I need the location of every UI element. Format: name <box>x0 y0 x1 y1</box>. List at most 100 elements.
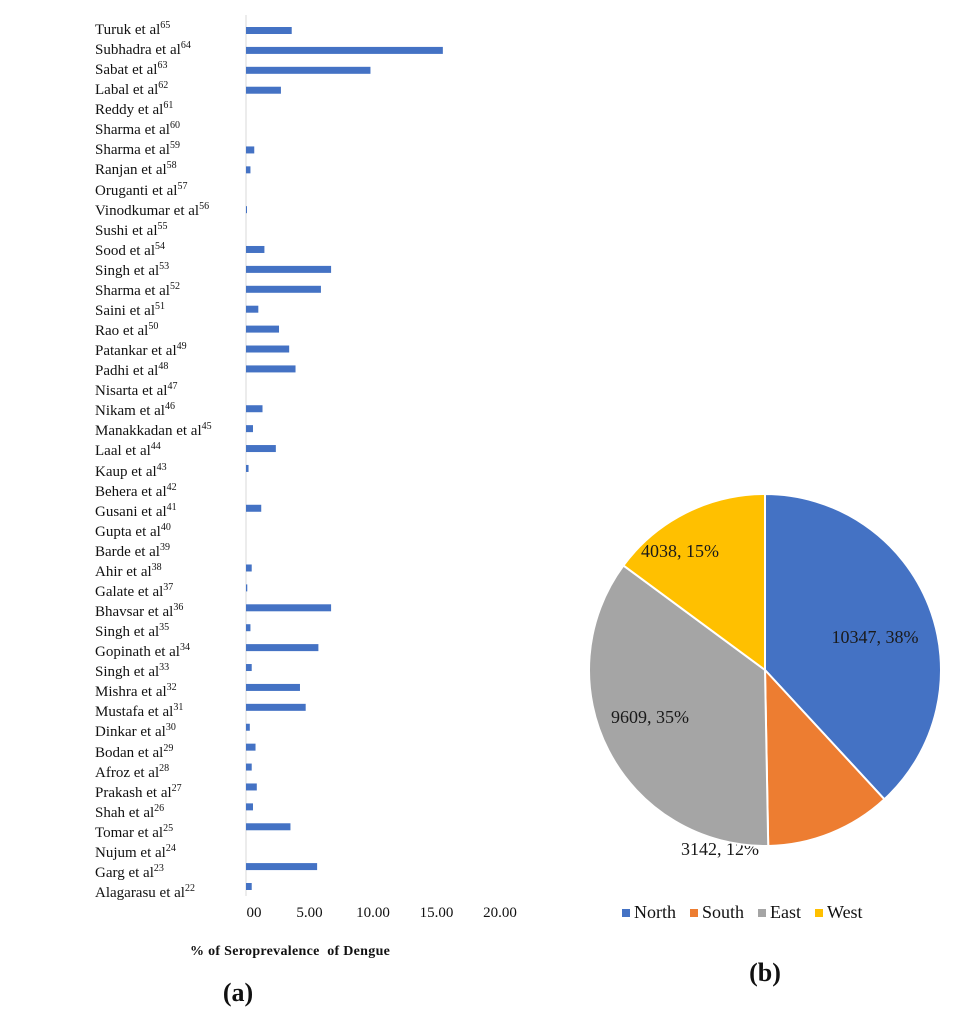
pie-slice-east <box>588 564 770 847</box>
bar <box>246 464 249 472</box>
category-name: Sharma et al <box>95 142 170 159</box>
reference-number: 26 <box>154 802 165 814</box>
category-name: Sabat et al <box>95 62 158 79</box>
reference-number: 65 <box>160 20 171 31</box>
reference-number: 54 <box>155 240 165 252</box>
category-name: Sharma et al <box>95 282 170 299</box>
reference-number: 32 <box>166 682 177 694</box>
category-name: Gusani et al <box>95 503 167 520</box>
category-name: Reddy et al <box>95 102 164 119</box>
reference-number: 60 <box>169 120 180 132</box>
pie-legend: North South East West <box>622 902 863 923</box>
reference-number: 47 <box>167 381 178 393</box>
bar <box>246 743 256 751</box>
reference-number: 25 <box>163 822 174 834</box>
category-name: Sood et al <box>95 242 155 259</box>
reference-number: 64 <box>180 40 191 52</box>
bar <box>246 425 253 433</box>
category-name: Alagarasu et al <box>95 885 185 901</box>
category-name: Sushi et al <box>95 222 158 239</box>
bar <box>246 564 252 572</box>
category-label: Sharma et al59 <box>95 140 180 159</box>
category-label: Gusani et al41 <box>95 501 177 520</box>
category-name: Laal et al <box>95 443 151 460</box>
category-label: Nikam et al46 <box>95 402 175 420</box>
category-label: Sood et al54 <box>95 240 165 259</box>
bar <box>246 365 296 373</box>
bar <box>246 325 280 333</box>
category-name: Shah et al <box>95 804 155 821</box>
bar <box>246 345 290 353</box>
category-name: Sharma et al <box>95 122 170 139</box>
category-label: Singh et al33 <box>95 663 169 681</box>
category-name: Nujum et al <box>95 844 166 861</box>
legend-item: East <box>758 902 801 923</box>
reference-number: 56 <box>199 200 210 212</box>
category-name: Singh et al <box>95 262 160 279</box>
bar <box>246 305 259 313</box>
category-label: Oruganti et al57 <box>95 181 187 199</box>
legend-swatch <box>758 908 767 917</box>
bar <box>246 723 250 731</box>
reference-number: 37 <box>163 581 174 593</box>
reference-number: 38 <box>151 561 162 573</box>
reference-number: 63 <box>157 60 168 72</box>
category-name: Oruganti et al <box>95 182 178 199</box>
category-label: Dinkar et al30 <box>95 723 176 741</box>
category-label: Gupta et al40 <box>95 522 171 540</box>
category-name: Galate et al <box>95 583 164 600</box>
legend-label: South <box>702 902 745 922</box>
reference-number: 34 <box>179 642 190 654</box>
bar <box>246 803 253 811</box>
category-name: Manakkadan et al <box>95 423 202 440</box>
reference-number: 59 <box>169 140 180 152</box>
bar <box>246 86 281 94</box>
x-tick-label: 10.00 <box>356 905 390 921</box>
category-label: Bodan et al29 <box>95 743 173 761</box>
pie-data-label: 4038, 15% <box>641 541 719 561</box>
legend-label: West <box>827 902 863 922</box>
category-name: Dinkar et al <box>95 724 166 741</box>
category-label: Kaup et al43 <box>95 462 167 480</box>
category-name: Singh et al <box>95 664 160 681</box>
bar <box>246 166 251 174</box>
category-label: Gopinath et al34 <box>95 642 190 661</box>
category-name: Turuk et al <box>95 22 161 38</box>
pie-data-label: 10347, 38% <box>832 627 919 647</box>
reference-number: 41 <box>166 501 177 513</box>
reference-number: 39 <box>159 541 170 553</box>
bar <box>246 703 306 711</box>
reference-number: 22 <box>184 883 195 894</box>
panel-label-b: (b) <box>749 958 781 987</box>
reference-number: 31 <box>173 702 184 714</box>
category-name: Garg et al <box>95 864 154 881</box>
reference-number: 23 <box>153 862 164 874</box>
category-label: Reddy et al61 <box>95 101 173 119</box>
category-label: Vinodkumar et al56 <box>95 200 210 219</box>
reference-number: 42 <box>166 481 177 493</box>
category-label: Patankar et al49 <box>95 342 187 360</box>
category-name: Behera et al <box>95 483 167 500</box>
category-label: Singh et al35 <box>95 623 169 641</box>
bar <box>246 66 371 74</box>
category-label: Sabat et al63 <box>95 60 168 79</box>
x-tick-label: 15.00 <box>419 905 454 921</box>
legend-label: East <box>770 902 802 922</box>
reference-number: 36 <box>173 602 184 614</box>
category-name: Mustafa et al <box>95 704 174 721</box>
x-tick-label: 00 <box>246 905 262 921</box>
reference-number: 48 <box>158 361 169 373</box>
category-label: Ranjan et al58 <box>95 161 177 179</box>
bar <box>246 27 292 34</box>
reference-number: 27 <box>171 782 182 794</box>
category-label: Subhadra et al64 <box>95 40 191 59</box>
category-label: Sharma et al52 <box>95 281 180 299</box>
bar <box>246 763 252 771</box>
category-name: Gupta et al <box>95 523 161 540</box>
bar <box>246 265 332 273</box>
category-name: Nisarta et al <box>95 383 168 400</box>
bar <box>246 604 332 612</box>
category-name: Bhavsar et al <box>95 604 174 621</box>
